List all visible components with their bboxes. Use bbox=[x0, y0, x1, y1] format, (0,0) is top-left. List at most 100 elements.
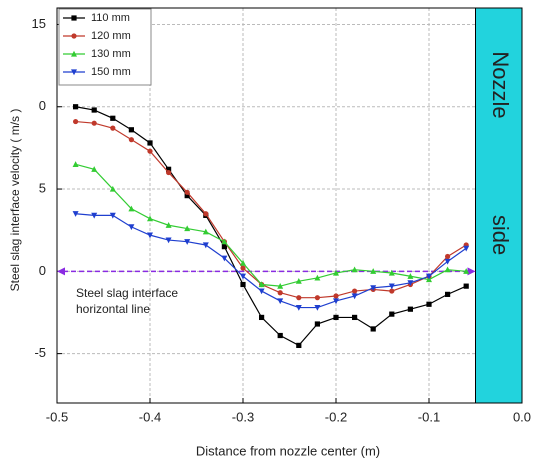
nozzle-region bbox=[475, 7, 523, 404]
marker bbox=[240, 259, 246, 266]
marker bbox=[426, 273, 432, 280]
marker bbox=[407, 306, 413, 312]
marker bbox=[295, 304, 302, 311]
legend-marker bbox=[71, 15, 77, 21]
x-tick-label: -0.1 bbox=[418, 409, 440, 424]
marker bbox=[445, 253, 451, 260]
y-tick-label: 5 bbox=[39, 180, 46, 195]
marker bbox=[147, 148, 153, 154]
series-line bbox=[75, 106, 467, 347]
annotation: Steel slag interface bbox=[76, 286, 178, 300]
marker bbox=[463, 283, 469, 289]
annotation: horizontal line bbox=[76, 302, 150, 316]
legend-label: 150 mm bbox=[91, 66, 131, 78]
marker bbox=[202, 242, 209, 249]
marker bbox=[128, 137, 134, 143]
marker bbox=[91, 107, 97, 113]
marker bbox=[389, 288, 395, 294]
marker bbox=[407, 273, 414, 279]
marker bbox=[296, 342, 302, 348]
y-axis-label: Steel slag interface velocity ( m/s ) bbox=[8, 109, 22, 292]
x-tick-label: 0.0 bbox=[513, 409, 531, 424]
marker bbox=[165, 237, 172, 244]
marker bbox=[388, 269, 395, 276]
legend-label: 120 mm bbox=[91, 30, 131, 42]
marker bbox=[426, 301, 432, 307]
marker bbox=[463, 268, 470, 274]
x-tick-label: -0.3 bbox=[232, 409, 254, 424]
marker bbox=[128, 205, 135, 212]
legend-marker bbox=[71, 50, 77, 57]
marker bbox=[221, 238, 228, 245]
legend-marker bbox=[71, 69, 77, 76]
x-axis-label: Distance from nozzle center (m) bbox=[196, 443, 380, 458]
marker bbox=[352, 288, 358, 294]
marker bbox=[314, 304, 321, 311]
marker bbox=[314, 274, 321, 281]
marker bbox=[184, 239, 191, 245]
marker bbox=[110, 115, 116, 121]
series-line bbox=[75, 213, 467, 309]
marker bbox=[109, 212, 116, 219]
marker bbox=[333, 293, 339, 299]
marker bbox=[165, 222, 172, 228]
marker bbox=[370, 268, 377, 274]
marker bbox=[445, 291, 451, 297]
marker bbox=[295, 278, 302, 284]
marker bbox=[166, 166, 172, 172]
marker bbox=[128, 224, 135, 231]
marker bbox=[389, 311, 395, 317]
marker bbox=[147, 215, 153, 222]
marker bbox=[296, 295, 302, 301]
marker bbox=[73, 118, 79, 125]
marker bbox=[333, 298, 339, 305]
marker bbox=[463, 245, 470, 252]
marker bbox=[240, 265, 246, 271]
marker bbox=[91, 120, 97, 126]
marker bbox=[91, 166, 98, 172]
marker bbox=[147, 140, 153, 146]
y-tick-label: 0 bbox=[39, 98, 46, 113]
marker bbox=[352, 314, 358, 321]
marker bbox=[202, 228, 209, 235]
marker bbox=[73, 104, 79, 110]
marker bbox=[72, 161, 79, 167]
marker bbox=[221, 244, 227, 250]
marker bbox=[314, 321, 320, 327]
legend-label: 130 mm bbox=[91, 48, 131, 60]
marker bbox=[258, 281, 265, 288]
marker bbox=[221, 255, 228, 262]
marker bbox=[184, 189, 190, 195]
nozzle-label: side bbox=[488, 215, 513, 255]
marker bbox=[184, 225, 191, 232]
marker bbox=[277, 290, 283, 296]
marker bbox=[184, 193, 190, 199]
x-tick-label: -0.5 bbox=[46, 409, 68, 424]
marker bbox=[407, 280, 414, 287]
marker bbox=[388, 283, 395, 290]
plot-frame bbox=[56, 7, 523, 404]
marker bbox=[351, 293, 358, 300]
marker bbox=[240, 273, 246, 280]
legend-marker bbox=[71, 33, 77, 39]
marker bbox=[203, 211, 209, 217]
marker bbox=[333, 314, 339, 321]
marker bbox=[258, 288, 265, 295]
marker bbox=[240, 281, 246, 288]
marker bbox=[351, 266, 358, 273]
marker bbox=[128, 127, 134, 133]
arrow-head bbox=[57, 267, 65, 276]
marker bbox=[166, 169, 172, 176]
marker bbox=[444, 266, 451, 273]
marker bbox=[333, 269, 339, 276]
legend-label: 110 mm bbox=[91, 12, 130, 24]
y-tick-label: -5 bbox=[34, 345, 46, 360]
marker bbox=[277, 332, 283, 339]
nozzle-label: Nozzle bbox=[488, 51, 513, 118]
marker bbox=[109, 185, 116, 192]
series-line bbox=[75, 120, 467, 299]
arrow-head bbox=[467, 267, 476, 276]
marker bbox=[110, 125, 116, 131]
x-tick-label: -0.2 bbox=[325, 409, 347, 424]
